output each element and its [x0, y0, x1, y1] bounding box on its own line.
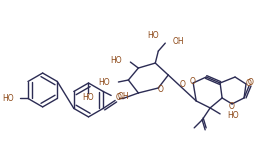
Text: O: O [115, 93, 121, 102]
Text: O: O [157, 85, 163, 95]
Text: HO: HO [2, 94, 14, 103]
Text: O: O [228, 102, 234, 111]
Text: O: O [248, 78, 254, 86]
Text: HO: HO [83, 93, 94, 102]
Text: O: O [179, 81, 185, 89]
Text: OH: OH [172, 37, 184, 46]
Text: O: O [246, 80, 252, 88]
Text: HO: HO [147, 31, 159, 40]
Text: OH: OH [117, 92, 129, 101]
Text: O: O [189, 77, 195, 85]
Text: HO: HO [227, 111, 239, 120]
Text: HO: HO [110, 56, 121, 65]
Text: HO: HO [98, 78, 109, 86]
